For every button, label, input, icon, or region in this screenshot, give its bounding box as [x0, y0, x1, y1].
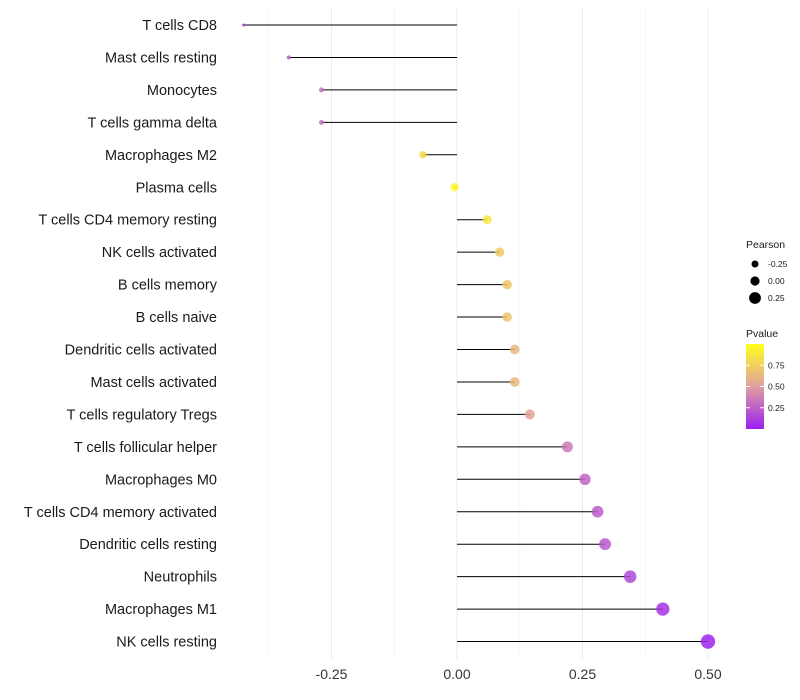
lollipop-dot	[599, 538, 612, 551]
lollipop-dot	[509, 377, 520, 387]
size-legend-label: 0.25	[768, 293, 785, 303]
category-label: Dendritic cells resting	[79, 537, 217, 553]
y-axis-labels: T cells CD8 Mast cells resting Monocytes T …	[24, 18, 218, 651]
x-tick-label: 0.25	[569, 666, 596, 682]
size-legend-title: Pearson	[746, 239, 785, 251]
category-label: T cells CD8	[142, 18, 217, 34]
x-tick-label: 0.00	[443, 666, 470, 682]
category-label: T cells CD4 memory resting	[38, 213, 217, 229]
lollipop-dot	[700, 634, 716, 649]
category-label: B cells naive	[136, 310, 217, 326]
category-label: Macrophages M1	[105, 602, 217, 618]
lollipop-dot	[656, 602, 670, 616]
lollipop-dot	[495, 247, 505, 257]
size-legend-label: 0.00	[768, 276, 785, 286]
lollipop-dot	[561, 441, 573, 453]
size-legend-dot	[749, 292, 761, 304]
size-legend-dot	[751, 260, 759, 268]
category-label: B cells memory	[118, 278, 218, 294]
category-label: Mast cells resting	[105, 50, 217, 66]
lollipop-dot	[450, 183, 459, 192]
color-legend-title: Pvalue	[746, 328, 778, 340]
lollipop-dot	[242, 23, 246, 27]
lollipop-dot	[623, 570, 637, 583]
size-legend-label: -0.25	[768, 259, 788, 269]
lollipop-dot	[579, 473, 591, 485]
lollipop-dot	[509, 344, 520, 355]
lollipop-dot	[286, 55, 291, 60]
lollipop-dot	[591, 505, 604, 518]
x-tick-label: -0.25	[316, 666, 348, 682]
x-axis-labels: -0.25 0.00 0.25 0.50	[316, 666, 722, 682]
category-label: NK cells resting	[116, 635, 217, 651]
category-label: NK cells activated	[102, 245, 217, 261]
category-label: Macrophages M2	[105, 148, 217, 164]
legend: Pearson -0.25 0.00 0.25 Pvalue 0.75 0.50 0.25	[746, 239, 788, 429]
lollipop-dot	[482, 215, 492, 225]
category-label: Dendritic cells activated	[65, 343, 217, 359]
color-legend-label: 0.25	[768, 403, 785, 413]
category-label: Plasma cells	[136, 180, 217, 196]
color-legend-label: 0.50	[768, 382, 785, 392]
grid-layer	[268, 8, 709, 660]
stem-layer	[243, 24, 708, 643]
lollipop-dot	[502, 279, 512, 290]
dot-layer	[242, 23, 716, 649]
lollipop-dot	[419, 151, 427, 159]
category-label: T cells CD4 memory activated	[24, 505, 217, 521]
category-label: Macrophages M0	[105, 472, 217, 488]
category-label: Monocytes	[147, 83, 217, 99]
lollipop-dot	[318, 119, 324, 125]
category-label: Mast cells activated	[90, 375, 217, 391]
color-legend-label: 0.75	[768, 360, 785, 370]
category-label: T cells gamma delta	[88, 115, 218, 131]
lollipop-dot	[502, 312, 512, 322]
category-label: T cells follicular helper	[74, 440, 217, 456]
lollipop-dot	[318, 87, 324, 93]
lollipop-dot	[524, 409, 535, 420]
x-tick-label: 0.50	[694, 666, 721, 682]
size-legend-dot	[750, 276, 760, 286]
color-legend-bar	[746, 344, 764, 429]
category-label: Neutrophils	[144, 570, 217, 586]
category-label: T cells regulatory Tregs	[67, 407, 217, 423]
